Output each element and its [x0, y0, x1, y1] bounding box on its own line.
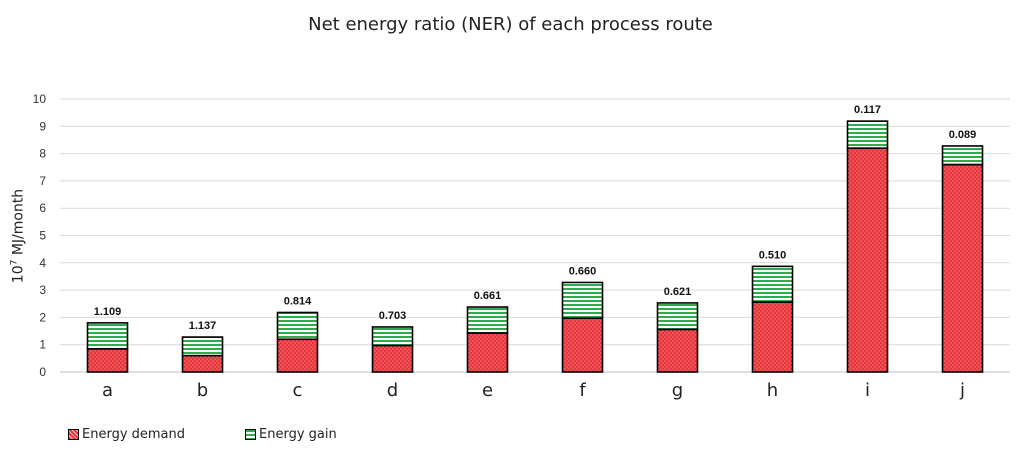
- bar-segment-energy-demand: [941, 163, 984, 373]
- y-tick-label: 9: [39, 119, 46, 133]
- data-label: 1.109: [94, 306, 122, 318]
- bars: [86, 120, 984, 373]
- bar-segment-energy-demand: [751, 301, 794, 373]
- data-label: 0.661: [474, 290, 502, 302]
- x-tick-label: e: [482, 380, 493, 401]
- y-tick-label: 5: [39, 229, 46, 243]
- bar-segment-energy-demand: [656, 328, 699, 373]
- bar-segment-energy-demand: [371, 344, 414, 373]
- legend-item-energy-gain: Energy gain: [245, 427, 337, 442]
- bar-segment-energy-gain: [466, 306, 509, 334]
- chart-title: Net energy ratio (NER) of each process r…: [308, 14, 713, 35]
- legend-label-gain: Energy gain: [259, 427, 337, 442]
- bar-segment-energy-demand: [561, 317, 604, 373]
- bar-segment-energy-gain: [751, 265, 794, 303]
- bar-segment-energy-gain: [86, 322, 129, 350]
- data-label: 0.510: [759, 249, 787, 261]
- bar-segment-energy-gain: [656, 302, 699, 331]
- bar-segment-energy-gain: [846, 120, 889, 149]
- x-tick-label: b: [197, 380, 208, 401]
- y-tick-label: 10: [33, 92, 47, 106]
- data-label: 0.089: [949, 129, 977, 141]
- legend-item-energy-demand: Energy demand: [68, 427, 185, 442]
- legend-swatch-demand: [68, 429, 79, 440]
- data-labels: 1.109 1.137 0.814 0.703 0.661 0.660 0.621 0.510…: [94, 104, 977, 332]
- y-tick-label: 4: [39, 256, 46, 270]
- bar-segment-energy-gain: [181, 336, 224, 357]
- bar-segment-energy-gain: [371, 326, 414, 347]
- y-tick-label: 8: [39, 147, 46, 161]
- y-tick-label: 1: [39, 338, 46, 352]
- x-tick-label: g: [672, 380, 683, 401]
- x-tick-label: a: [102, 380, 113, 401]
- bar-segment-energy-demand: [86, 347, 129, 373]
- x-tick-label: c: [293, 380, 303, 401]
- x-tick-labels: a b c d e f g h i j: [102, 380, 965, 401]
- y-tick-label: 3: [39, 283, 46, 297]
- bar-segment-energy-demand: [846, 147, 889, 373]
- data-label: 1.137: [189, 320, 217, 332]
- bar-segment-energy-gain: [941, 145, 984, 166]
- y-tick-label: 7: [39, 174, 46, 188]
- y-tick-label: 2: [39, 310, 46, 324]
- x-tick-label: d: [387, 380, 398, 401]
- bar-segment-energy-demand: [466, 332, 509, 373]
- bar-segment-energy-gain: [561, 281, 604, 320]
- x-tick-label: f: [579, 380, 586, 401]
- data-label: 0.814: [284, 295, 312, 307]
- data-label: 0.660: [569, 265, 597, 277]
- legend-label-demand: Energy demand: [82, 427, 186, 442]
- x-tick-label: h: [767, 380, 778, 401]
- y-tick-labels: 0 1 2 3 4 5 6 7 8 9 10: [33, 92, 47, 379]
- x-tick-label: j: [959, 380, 965, 401]
- bar-segment-energy-gain: [276, 311, 319, 341]
- y-tick-label: 0: [39, 365, 46, 379]
- bar-segment-energy-demand: [276, 338, 319, 373]
- y-tick-label: 6: [39, 201, 46, 215]
- legend-swatch-gain: [245, 429, 256, 440]
- data-label: 0.703: [379, 310, 407, 322]
- x-tick-label: i: [865, 380, 870, 401]
- bar-segment-energy-demand: [181, 354, 224, 373]
- data-label: 0.621: [664, 286, 692, 298]
- data-label: 0.117: [854, 104, 881, 116]
